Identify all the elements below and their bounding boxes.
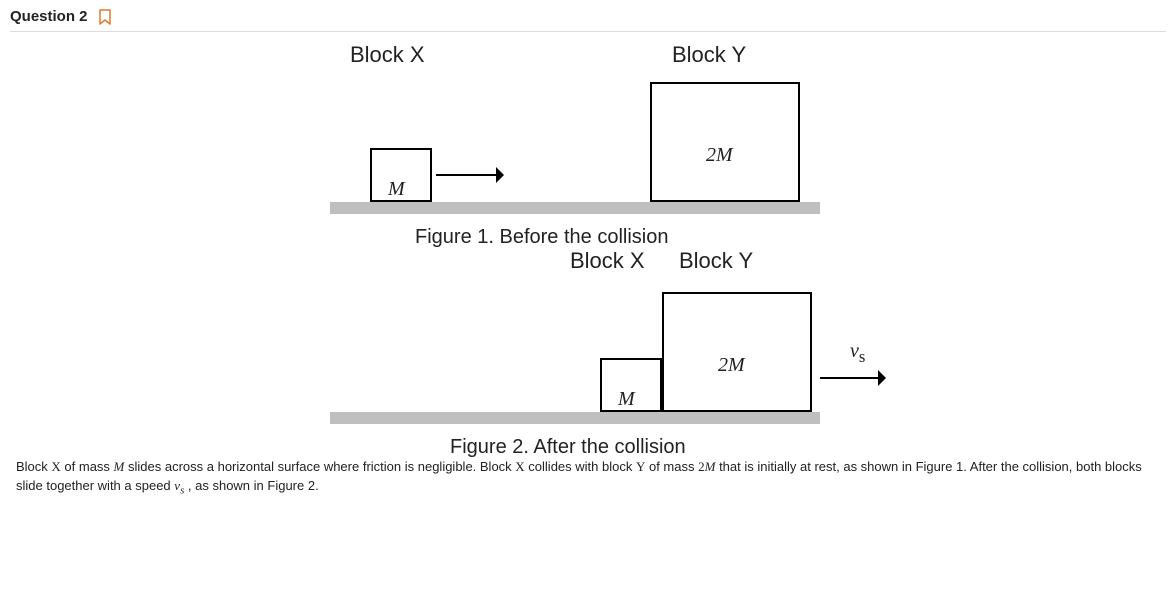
figure2-combined-velocity-arrow	[820, 368, 886, 388]
diagram-area: Block XBlock YM2MFigure 1. Before the co…	[10, 32, 1166, 452]
page-root: Question 2 Block XBlock YM2MFigure 1. Be…	[0, 0, 1176, 589]
question-title: Question 2	[10, 8, 88, 25]
question-header: Question 2	[10, 6, 1166, 31]
question-prompt: Block X of mass M slides across a horizo…	[10, 452, 1166, 499]
figure2-blocky	[662, 292, 812, 412]
ground	[330, 412, 820, 424]
ground	[330, 202, 820, 214]
figure1-blockx-velocity-arrow	[436, 165, 504, 185]
figure1-blocky-title: Block Y	[672, 42, 746, 68]
bookmark-icon[interactable]	[98, 9, 112, 25]
figure1-blocky	[650, 82, 800, 202]
figure1-blockx-mass: M	[388, 178, 405, 201]
figure-2: Block XBlock YM2MvsFigure 2. After the c…	[10, 242, 1166, 452]
figure2-blocky-title: Block Y	[679, 248, 753, 274]
figure2-blocky-mass: 2M	[718, 354, 745, 377]
figure2-caption: Figure 2. After the collision	[450, 436, 686, 459]
figure2-blockx-title: Block X	[570, 248, 645, 274]
figure2-blockx-mass: M	[618, 388, 635, 411]
figure1-blocky-mass: 2M	[706, 144, 733, 167]
figure-1: Block XBlock YM2MFigure 1. Before the co…	[10, 32, 1166, 242]
figure1-blockx-title: Block X	[350, 42, 425, 68]
figure2-vs-label: vs	[850, 340, 865, 367]
